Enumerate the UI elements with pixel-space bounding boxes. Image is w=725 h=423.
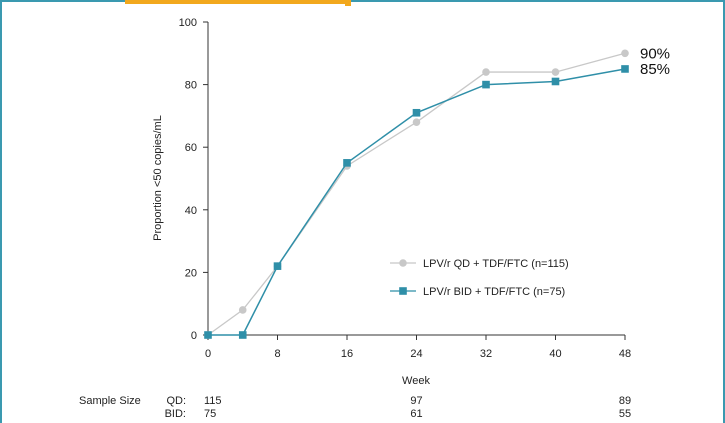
sample-size-value: 75 [204,408,216,420]
data-point [412,118,421,126]
data-point [482,80,490,89]
sample-size-row-label: BID: [165,408,186,420]
data-point [551,77,560,86]
data-point [273,262,282,270]
sample-size-value: 115 [204,395,222,407]
legend-label: LPV/r QD + TDF/FTC (n=115) [423,258,569,270]
data-point [482,68,490,76]
y-tick-label: 20 [185,267,197,279]
data-point [412,108,421,117]
series-end-label: 90% [640,45,670,62]
top-highlight-notch [345,0,351,6]
sample-size-row-label: QD: [166,395,186,407]
x-tick-label: 48 [619,348,631,360]
data-point [343,159,351,167]
legend-marker [399,287,407,295]
series-end-label: 85% [640,61,670,78]
x-tick-label: 8 [274,348,280,360]
legend-label: LPV/r BID + TDF/FTC (n=75) [423,286,565,298]
series-line [208,68,626,336]
top-highlight-bar [125,0,345,4]
x-tick-label: 16 [341,348,353,360]
data-point [204,331,212,339]
sample-size-value: 55 [619,408,631,420]
labels-layer: 90%85% [640,45,670,78]
y-tick-label: 100 [179,17,197,29]
sample-size-table: Sample Size QD: 115 97 89 BID: 75 61 55 [79,395,631,420]
sample-size-value: 61 [410,408,422,420]
series-layer [204,49,629,339]
data-point [238,306,247,314]
y-axis-title: Proportion <50 copies/mL [152,115,164,241]
y-tick-label: 80 [185,80,197,92]
sample-size-value: 89 [619,395,631,407]
sample-size-value: 97 [410,395,422,407]
top-accent-strip [0,0,725,6]
x-tick-label: 32 [480,348,492,360]
data-point [238,331,247,339]
data-point [621,65,629,73]
legend-marker [399,259,407,267]
series-line [207,52,626,336]
data-point [551,68,560,76]
axes: 0 20 40 60 80 100 0 8 16 24 32 40 48 [179,17,631,360]
data-point [621,49,629,58]
top-accent-line [0,0,725,2]
y-tick-label: 0 [191,330,197,342]
legend: LPV/r QD + TDF/FTC (n=115) LPV/r BID + TD… [390,258,569,298]
x-tick-label: 40 [549,348,561,360]
x-tick-label: 0 [205,348,211,360]
x-tick-label: 24 [410,348,422,360]
x-axis-title: Week [402,375,430,387]
sample-size-title: Sample Size [79,395,141,407]
y-tick-label: 40 [185,205,197,217]
y-tick-label: 60 [185,142,197,154]
